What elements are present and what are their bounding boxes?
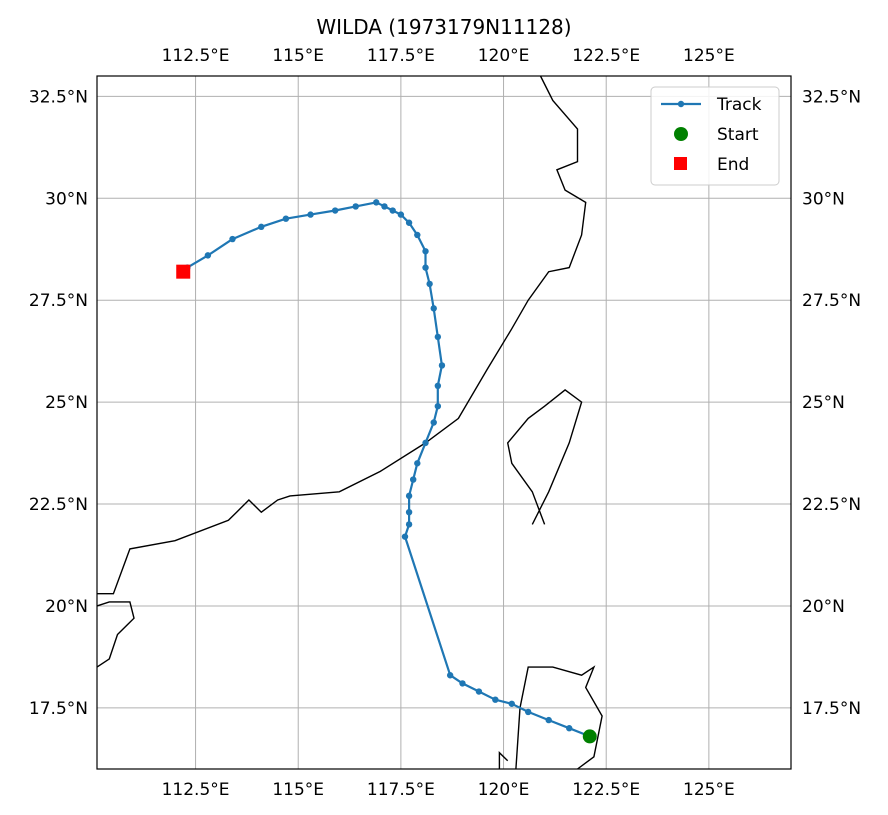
coastline xyxy=(506,389,583,525)
start-marker xyxy=(582,729,597,744)
track-point xyxy=(475,688,483,695)
track-point xyxy=(401,533,409,540)
y-tick-label-right: 17.5°N xyxy=(802,699,861,719)
track-point xyxy=(492,696,499,703)
y-tick-label-left: 27.5°N xyxy=(29,291,88,311)
end-marker xyxy=(176,264,191,279)
x-tick-label-bottom: 112.5°E xyxy=(162,780,230,800)
coastline xyxy=(498,751,509,769)
track-point xyxy=(405,521,413,528)
x-tick-label-bottom: 120°E xyxy=(478,780,530,800)
track-point xyxy=(566,725,573,732)
track-point xyxy=(422,248,429,255)
coastline xyxy=(97,75,587,595)
track-point xyxy=(434,333,442,341)
track-point xyxy=(410,476,417,483)
track-point xyxy=(414,460,421,467)
coastlines xyxy=(96,75,603,770)
y-tick-label-right: 25°N xyxy=(802,393,845,413)
coastline xyxy=(515,665,603,770)
track-line xyxy=(182,201,591,738)
x-tick-label-top: 117.5°E xyxy=(367,46,435,66)
track-point xyxy=(422,264,429,271)
x-tick-label-bottom: 122.5°E xyxy=(572,780,640,800)
legend-start-marker xyxy=(674,127,688,141)
track-point xyxy=(331,207,339,214)
endpoint-markers xyxy=(176,264,597,744)
y-tick-label-left: 30°N xyxy=(45,189,88,209)
legend-track-label: Track xyxy=(716,95,762,115)
track-point xyxy=(414,231,421,239)
track-point xyxy=(282,215,290,222)
chart-title: WILDA (1973179N11128) xyxy=(316,15,571,39)
track-point xyxy=(430,305,437,312)
track-point xyxy=(352,203,359,210)
track-point xyxy=(430,419,437,426)
legend-end-marker xyxy=(674,157,687,170)
track-point xyxy=(426,280,433,288)
track-point xyxy=(397,211,405,218)
x-tick-label-bottom: 117.5°E xyxy=(367,780,435,800)
track-point xyxy=(307,211,314,218)
track-point xyxy=(459,680,466,687)
track-point xyxy=(381,203,388,210)
track-point xyxy=(434,382,442,390)
x-tick-label-top: 112.5°E xyxy=(162,46,230,66)
track-point xyxy=(524,708,532,716)
track-point xyxy=(258,223,265,231)
y-tick-label-right: 30°N xyxy=(802,189,845,209)
y-tick-label-left: 25°N xyxy=(45,393,88,413)
track-point xyxy=(229,235,236,243)
track-point xyxy=(204,252,212,259)
legend-start-label: Start xyxy=(717,125,759,145)
x-tick-label-top: 122.5°E xyxy=(572,46,640,66)
x-tick-label-bottom: 125°E xyxy=(683,780,735,800)
x-tick-label-top: 120°E xyxy=(478,46,530,66)
y-tick-label-right: 32.5°N xyxy=(802,87,861,107)
track-point xyxy=(405,219,413,226)
y-tick-label-left: 17.5°N xyxy=(29,699,88,719)
track-point xyxy=(545,716,552,724)
track-point xyxy=(508,700,515,707)
legend-track-marker xyxy=(677,100,685,108)
y-tick-label-right: 20°N xyxy=(802,597,845,617)
plot-frame xyxy=(96,75,792,770)
tick-labels: 112.5°E 112.5°E 115°E 115°E 117.5°E 117.5°E 12… xyxy=(29,46,861,800)
y-tick-label-right: 27.5°N xyxy=(802,291,861,311)
x-tick-label-bottom: 115°E xyxy=(272,780,324,800)
track-point xyxy=(405,492,413,500)
track-point xyxy=(434,402,442,410)
track-point xyxy=(446,672,454,679)
y-tick-label-left: 20°N xyxy=(45,597,88,617)
track-point xyxy=(438,362,446,369)
track-point xyxy=(389,207,396,214)
x-tick-label-top: 115°E xyxy=(272,46,324,66)
track-series xyxy=(180,199,593,740)
track-point xyxy=(405,508,413,516)
y-tick-label-left: 22.5°N xyxy=(29,495,88,515)
x-tick-label-top: 125°E xyxy=(683,46,735,66)
track-point xyxy=(422,439,429,447)
track-point xyxy=(373,199,380,206)
y-tick-label-right: 22.5°N xyxy=(802,495,861,515)
legend: Track Start End xyxy=(650,86,780,186)
y-tick-label-left: 32.5°N xyxy=(29,87,88,107)
legend-end-label: End xyxy=(717,155,749,175)
coastline xyxy=(96,601,135,668)
